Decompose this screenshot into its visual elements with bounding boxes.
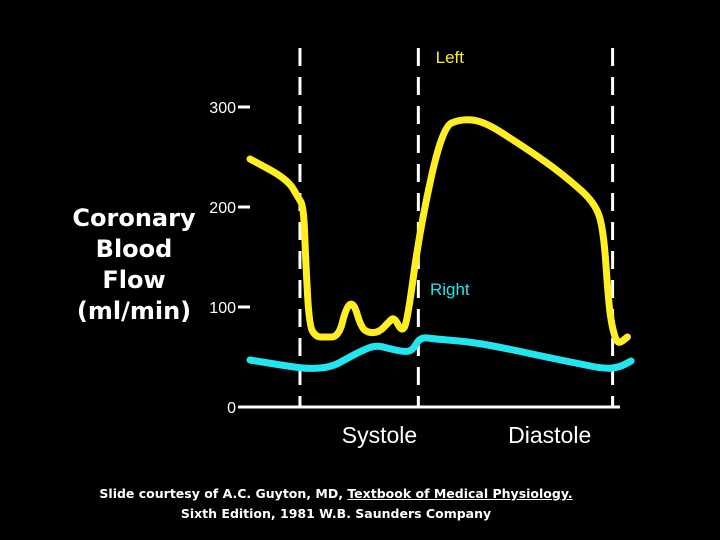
phase-label-systole: Systole xyxy=(342,422,417,448)
series-layer xyxy=(246,116,635,372)
phase-boundaries xyxy=(298,48,615,407)
credit-line-1: Slide courtesy of A.C. Guyton, MD, Textb… xyxy=(0,484,672,504)
y-axis-title-line-1: Coronary xyxy=(72,204,196,232)
series-label-left: Left xyxy=(436,48,465,67)
y-axis-title-line-2: Blood xyxy=(96,235,173,263)
axes: 0 100 200 300 xyxy=(209,100,620,417)
credit-prefix: Slide courtesy of A.C. Guyton, MD, xyxy=(99,486,348,501)
y-tick-label-100: 100 xyxy=(209,300,236,317)
series-line-left xyxy=(246,116,631,346)
y-axis-title-line-4: (ml/min) xyxy=(77,297,191,325)
chart-labels: Left Right Systole Diastole xyxy=(342,48,591,448)
y-tick-label-0: 0 xyxy=(227,400,236,417)
phase-label-diastole: Diastole xyxy=(508,422,591,448)
y-axis-title: Coronary Blood Flow (ml/min) xyxy=(72,204,196,325)
series-label-right: Right xyxy=(430,280,470,299)
series-line-right xyxy=(246,334,635,372)
y-axis-title-line-3: Flow xyxy=(102,266,165,294)
y-tick-label-300: 300 xyxy=(209,100,236,117)
credit-book-title: Textbook of Medical Physiology. xyxy=(347,486,573,501)
credit-line-2: Sixth Edition, 1981 W.B. Saunders Compan… xyxy=(180,506,492,521)
y-tick-label-200: 200 xyxy=(209,200,236,217)
slide-credit: Slide courtesy of A.C. Guyton, MD, Textb… xyxy=(0,484,672,524)
